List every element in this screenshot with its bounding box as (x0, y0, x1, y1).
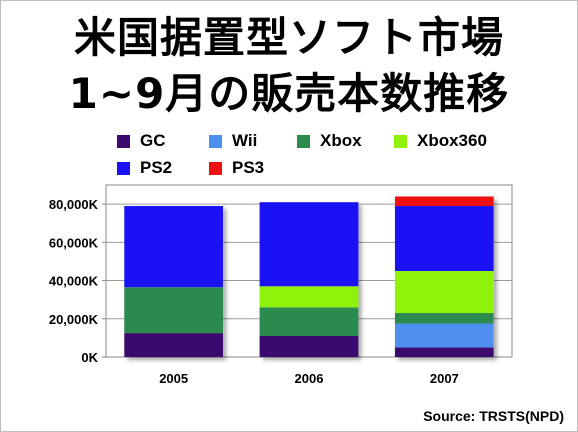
bar-ps3-2007 (394, 196, 494, 207)
bar-xbox-2006 (259, 307, 359, 336)
source-note: Source: TRSTS(NPD) (423, 408, 564, 424)
y-tick-label: 40,000K (49, 274, 99, 289)
bar-xbox-2005 (124, 287, 224, 334)
legend-swatch-ps2 (117, 161, 130, 175)
legend-item-ps3: PS3 (209, 157, 264, 179)
title-line-2: 1~9月の販売本数推移 (68, 69, 510, 118)
bar-gc-2005 (124, 333, 224, 357)
title-line-1: 米国据置型ソフト市場 (73, 13, 504, 62)
x-tick-label: 2005 (159, 371, 188, 386)
bar-gc-2006 (259, 335, 359, 357)
y-tick-label: 0K (81, 350, 98, 365)
legend-swatch-wii (209, 134, 222, 148)
bar-gc-2007 (394, 347, 494, 357)
x-tick-label: 2006 (295, 371, 324, 386)
legend-label-xbox360: Xbox360 (417, 131, 487, 150)
legend-swatch-ps3 (209, 161, 222, 175)
bar-ps2-2005 (124, 206, 224, 288)
x-tick-label: 2007 (430, 371, 459, 386)
bar-xbox360-2007 (394, 271, 494, 314)
legend-item-xbox360: Xbox360 (394, 130, 487, 152)
legend-swatch-xbox (297, 134, 310, 148)
bar-ps2-2007 (394, 206, 494, 271)
legend-swatch-xbox360 (394, 134, 407, 148)
legend-label-wii: Wii (232, 131, 258, 150)
bar-ps2-2006 (259, 202, 359, 287)
legend-label-xbox: Xbox (320, 131, 362, 150)
legend-label-ps3: PS3 (232, 158, 265, 177)
legend-label-ps2: PS2 (140, 158, 173, 177)
bar-xbox360-2006 (259, 286, 359, 308)
legend-item-xbox: Xbox (297, 130, 362, 152)
bar-wii-2007 (394, 323, 494, 348)
y-tick-label: 80,000K (49, 197, 99, 212)
legend-item-wii: Wii (209, 130, 257, 152)
y-tick-label: 20,000K (49, 312, 99, 327)
legend-item-gc: GC (117, 130, 166, 152)
legend-swatch-gc (117, 134, 130, 148)
y-tick-label: 60,000K (49, 235, 99, 250)
legend-item-ps2: PS2 (117, 157, 172, 179)
bar-xbox-2007 (394, 313, 494, 324)
legend-label-gc: GC (140, 131, 166, 150)
